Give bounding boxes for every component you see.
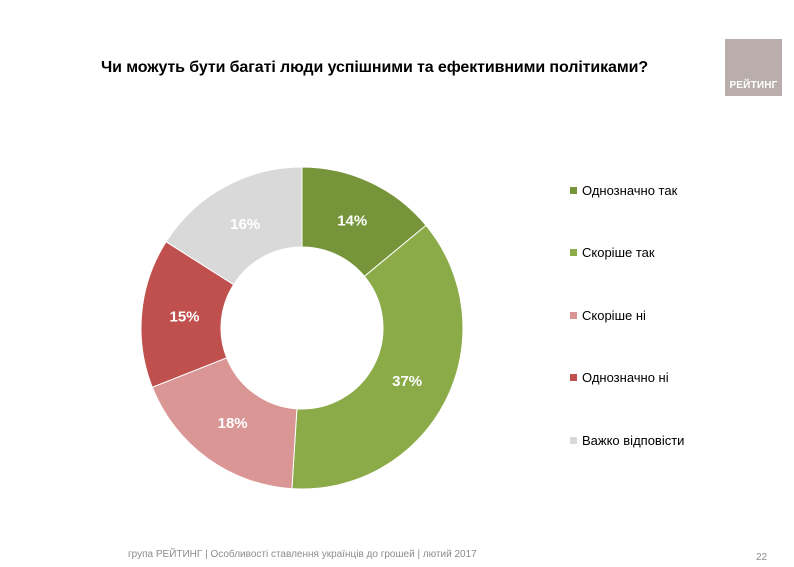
legend-item-3: Скоріше ні bbox=[570, 307, 646, 323]
donut-slice-5 bbox=[165, 166, 303, 286]
legend-item-2: Скоріше так bbox=[570, 245, 655, 261]
legend-label-4: Однозначно ні bbox=[582, 370, 669, 385]
donut-slices bbox=[140, 166, 464, 490]
legend-item-5: Важко відповісти bbox=[570, 432, 684, 448]
legend-label-5: Важко відповісти bbox=[582, 432, 685, 448]
slide-title: Чи можуть бути багаті люди успішними та … bbox=[101, 59, 649, 76]
donut-slice-2 bbox=[291, 224, 464, 490]
legend-label-3: Скоріше ні bbox=[582, 307, 646, 323]
slice-label-5: 16% bbox=[230, 216, 260, 233]
rating-logo: РЕЙТИНГ bbox=[725, 39, 782, 96]
legend-label-1: Однозначно так bbox=[582, 182, 678, 198]
slice-label-3: 18% bbox=[218, 415, 248, 432]
donut-slice-3 bbox=[151, 357, 298, 490]
slice-label-2: 37% bbox=[392, 373, 422, 390]
legend-swatch-5 bbox=[570, 436, 577, 444]
footer-text: група РЕЙТИНГ | Особливості ставлення ук… bbox=[128, 549, 477, 560]
legend-swatch-2 bbox=[570, 249, 577, 256]
legend-swatch-4 bbox=[570, 374, 577, 381]
slice-label-1: 14% bbox=[337, 213, 367, 230]
logo-text: РЕЙТИНГ bbox=[729, 80, 778, 91]
donut-slice-labels: 14% 37% 18% 15% 16% bbox=[170, 213, 423, 432]
legend-label-2: Скоріше так bbox=[582, 245, 655, 260]
legend-item-4: Однозначно ні bbox=[570, 370, 669, 386]
legend-swatch-1 bbox=[570, 186, 577, 194]
legend-swatch-3 bbox=[570, 311, 577, 319]
page-number: 22 bbox=[756, 552, 768, 563]
slice-label-4: 15% bbox=[170, 308, 200, 325]
legend-item-1: Однозначно так bbox=[570, 182, 677, 198]
